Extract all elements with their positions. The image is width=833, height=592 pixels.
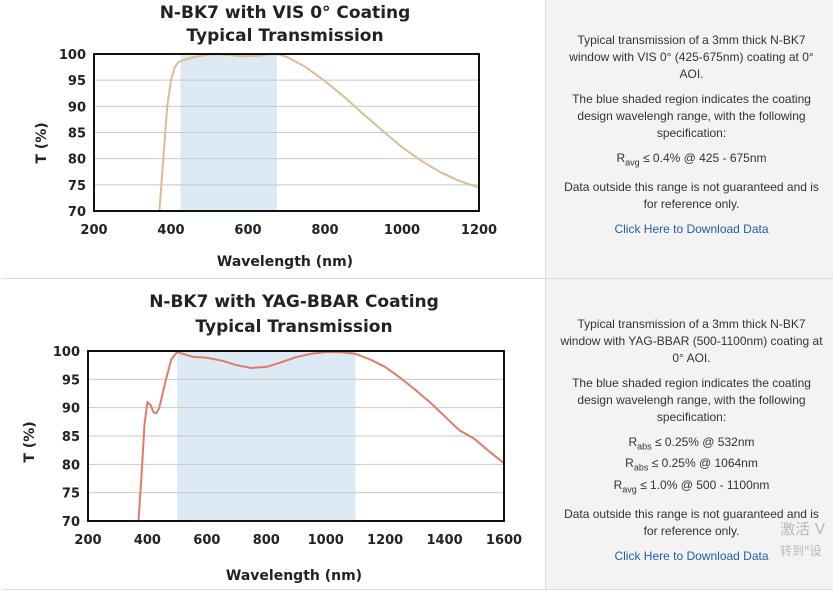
spec-item: Ravg ≤ 1.0% @ 500 - 1100nm <box>556 477 827 498</box>
x-tick-label: 600 <box>234 223 261 238</box>
y-tick-label: 85 <box>68 127 86 142</box>
y-axis-label: T (%) <box>34 122 50 163</box>
chart-cell: N-BK7 with YAG-BBAR Coating Typical Tran… <box>2 279 546 589</box>
watermark-line2: 转到"设 <box>780 544 822 558</box>
x-tick-label: 1000 <box>308 533 344 548</box>
product-row-vis: N-BK7 with VIS 0° Coating Typical Transm… <box>2 0 833 278</box>
x-tick-label: 1400 <box>426 533 462 548</box>
x-tick-label: 400 <box>134 533 161 548</box>
download-data-link[interactable]: Click Here to Download Data <box>614 222 769 237</box>
download-data-link[interactable]: Click Here to Download Data <box>614 549 769 564</box>
transmission-chart-yag-bbar: N-BK7 with YAG-BBAR Coating Typical Tran… <box>22 292 522 584</box>
x-tick-label: 1200 <box>461 223 497 238</box>
spec-item: Ravg ≤ 0.4% @ 425 - 675nm <box>556 150 827 171</box>
y-tick-label: 95 <box>68 74 86 89</box>
plot-frame <box>93 53 480 212</box>
chart-cell: N-BK7 with VIS 0° Coating Typical Transm… <box>2 0 546 278</box>
spec-text: ≤ 0.25% @ 532nm <box>655 435 755 449</box>
x-tick-label: 800 <box>311 223 338 238</box>
y-tick-label: 75 <box>68 179 86 194</box>
y-axis-label: T (%) <box>22 421 38 462</box>
transmission-curve <box>158 53 480 212</box>
x-tick-label: 200 <box>80 223 107 238</box>
spec-text: ≤ 0.4% @ 425 - 675nm <box>643 151 767 165</box>
spec-symbol: R <box>625 456 634 471</box>
spec-list: Ravg ≤ 0.4% @ 425 - 675nm <box>556 150 827 171</box>
spec-text: ≤ 0.25% @ 1064nm <box>651 456 758 471</box>
os-activation-watermark: 激活 V 转到"设 <box>780 518 825 562</box>
x-tick-label: 800 <box>253 533 280 548</box>
description-text: Typical transmission of a 3mm thick N-BK… <box>569 33 814 81</box>
chart-title-line2: Typical Transmission <box>195 317 392 337</box>
spec-subscript: avg <box>625 157 640 168</box>
disclaimer-text: Data outside this range is not guarantee… <box>564 507 819 539</box>
x-tick-label: 1000 <box>384 223 420 238</box>
x-tick-label: 400 <box>157 223 184 238</box>
y-tick-label: 70 <box>68 205 86 220</box>
spec-text: ≤ 1.0% @ 500 - 1100nm <box>640 477 770 492</box>
shaded-region-note: The blue shaded region indicates the coa… <box>572 92 811 140</box>
chart-title-line1: N-BK7 with YAG-BBAR Coating <box>149 292 439 312</box>
spec-subscript: abs <box>633 462 649 473</box>
y-tick-label: 75 <box>62 487 80 502</box>
product-row-yag-bbar: N-BK7 with YAG-BBAR Coating Typical Tran… <box>2 278 833 590</box>
chart-title-line1: N-BK7 with VIS 0° Coating <box>160 3 411 23</box>
transmission-chart-vis: N-BK7 with VIS 0° Coating Typical Transm… <box>34 3 497 270</box>
y-tick-label: 85 <box>62 430 80 445</box>
x-tick-label: 200 <box>74 533 101 548</box>
y-tick-label: 95 <box>62 373 80 388</box>
y-tick-label: 80 <box>62 458 80 473</box>
spec-symbol: R <box>613 477 623 492</box>
x-tick-label: 1600 <box>486 533 522 548</box>
plot-frame <box>87 350 505 522</box>
description-cell: Typical transmission of a 3mm thick N-BK… <box>546 279 833 589</box>
chart-title-line2: Typical Transmission <box>186 26 383 46</box>
x-axis-label: Wavelength (nm) <box>226 568 362 584</box>
y-tick-label: 100 <box>59 48 86 63</box>
x-tick-label: 1200 <box>367 533 403 548</box>
x-axis-label: Wavelength (nm) <box>217 254 353 270</box>
description-cell: Typical transmission of a 3mm thick N-BK… <box>546 0 833 278</box>
description-block: Typical transmission of a 3mm thick N-BK… <box>556 32 827 238</box>
description-text: Typical transmission of a 3mm thick N-BK… <box>560 317 823 365</box>
spec-symbol: R <box>628 435 638 449</box>
spec-subscript: abs <box>637 441 652 452</box>
spec-item: Rabs ≤ 0.25% @ 532nm <box>556 434 827 455</box>
spec-subscript: avg <box>622 484 637 495</box>
description-block: Typical transmission of a 3mm thick N-BK… <box>556 316 827 565</box>
x-tick-label: 600 <box>193 533 220 548</box>
spec-symbol: R <box>616 151 626 165</box>
y-tick-label: 100 <box>53 345 80 360</box>
transmission-curve <box>137 351 505 522</box>
spec-item: Rabs ≤ 0.25% @ 1064nm <box>556 455 827 476</box>
shaded-region-note: The blue shaded region indicates the coa… <box>572 376 811 424</box>
y-tick-label: 70 <box>62 515 80 530</box>
disclaimer-text: Data outside this range is not guarantee… <box>564 180 819 212</box>
y-tick-label: 90 <box>68 100 86 115</box>
watermark-line1: 激活 V <box>780 520 826 538</box>
y-tick-label: 80 <box>68 153 86 168</box>
spec-list: Rabs ≤ 0.25% @ 532nm Rabs ≤ 0.25% @ 1064… <box>556 434 827 498</box>
y-tick-label: 90 <box>62 402 80 417</box>
